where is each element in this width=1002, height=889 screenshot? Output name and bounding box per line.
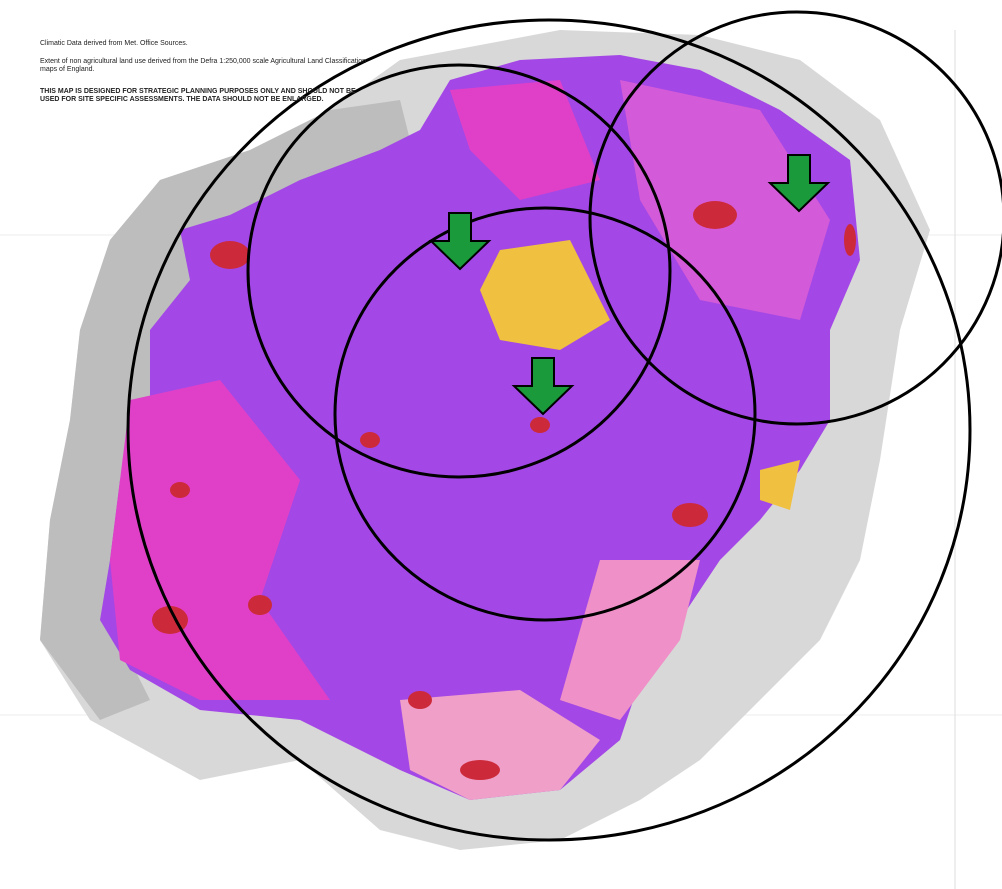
grade-1-area [760, 460, 800, 510]
urban-area [530, 417, 550, 433]
grade-area [560, 560, 700, 720]
range-circle [126, 18, 972, 842]
urban-area [672, 503, 708, 527]
arrow [511, 357, 575, 416]
warning-note: THIS MAP IS DESIGNED FOR STRATEGIC PLANN… [40, 88, 356, 103]
arrow [428, 212, 492, 271]
neighbouring-counties [40, 100, 420, 720]
urban-area [248, 595, 272, 615]
grade-area [620, 80, 830, 320]
range-circle [588, 10, 1002, 426]
extent-note: Extent of non agricultural land use deri… [40, 58, 367, 73]
urban-area [408, 691, 432, 709]
arrow [767, 154, 831, 213]
arrows [428, 154, 831, 416]
source-note: Climatic Data derived from Met. Office S… [40, 40, 188, 47]
urban-areas [152, 201, 856, 780]
range-circle [246, 63, 672, 479]
urban-area [170, 482, 190, 498]
urban-area [360, 432, 380, 448]
range-circles [126, 10, 1002, 842]
urban-area [460, 760, 500, 780]
urban-area [693, 201, 737, 229]
range-circle [333, 206, 757, 622]
grade-area [400, 690, 600, 800]
grade-area [450, 80, 600, 200]
grade-1-area [480, 240, 610, 350]
urban-area [844, 224, 856, 256]
urban-area [210, 241, 250, 269]
